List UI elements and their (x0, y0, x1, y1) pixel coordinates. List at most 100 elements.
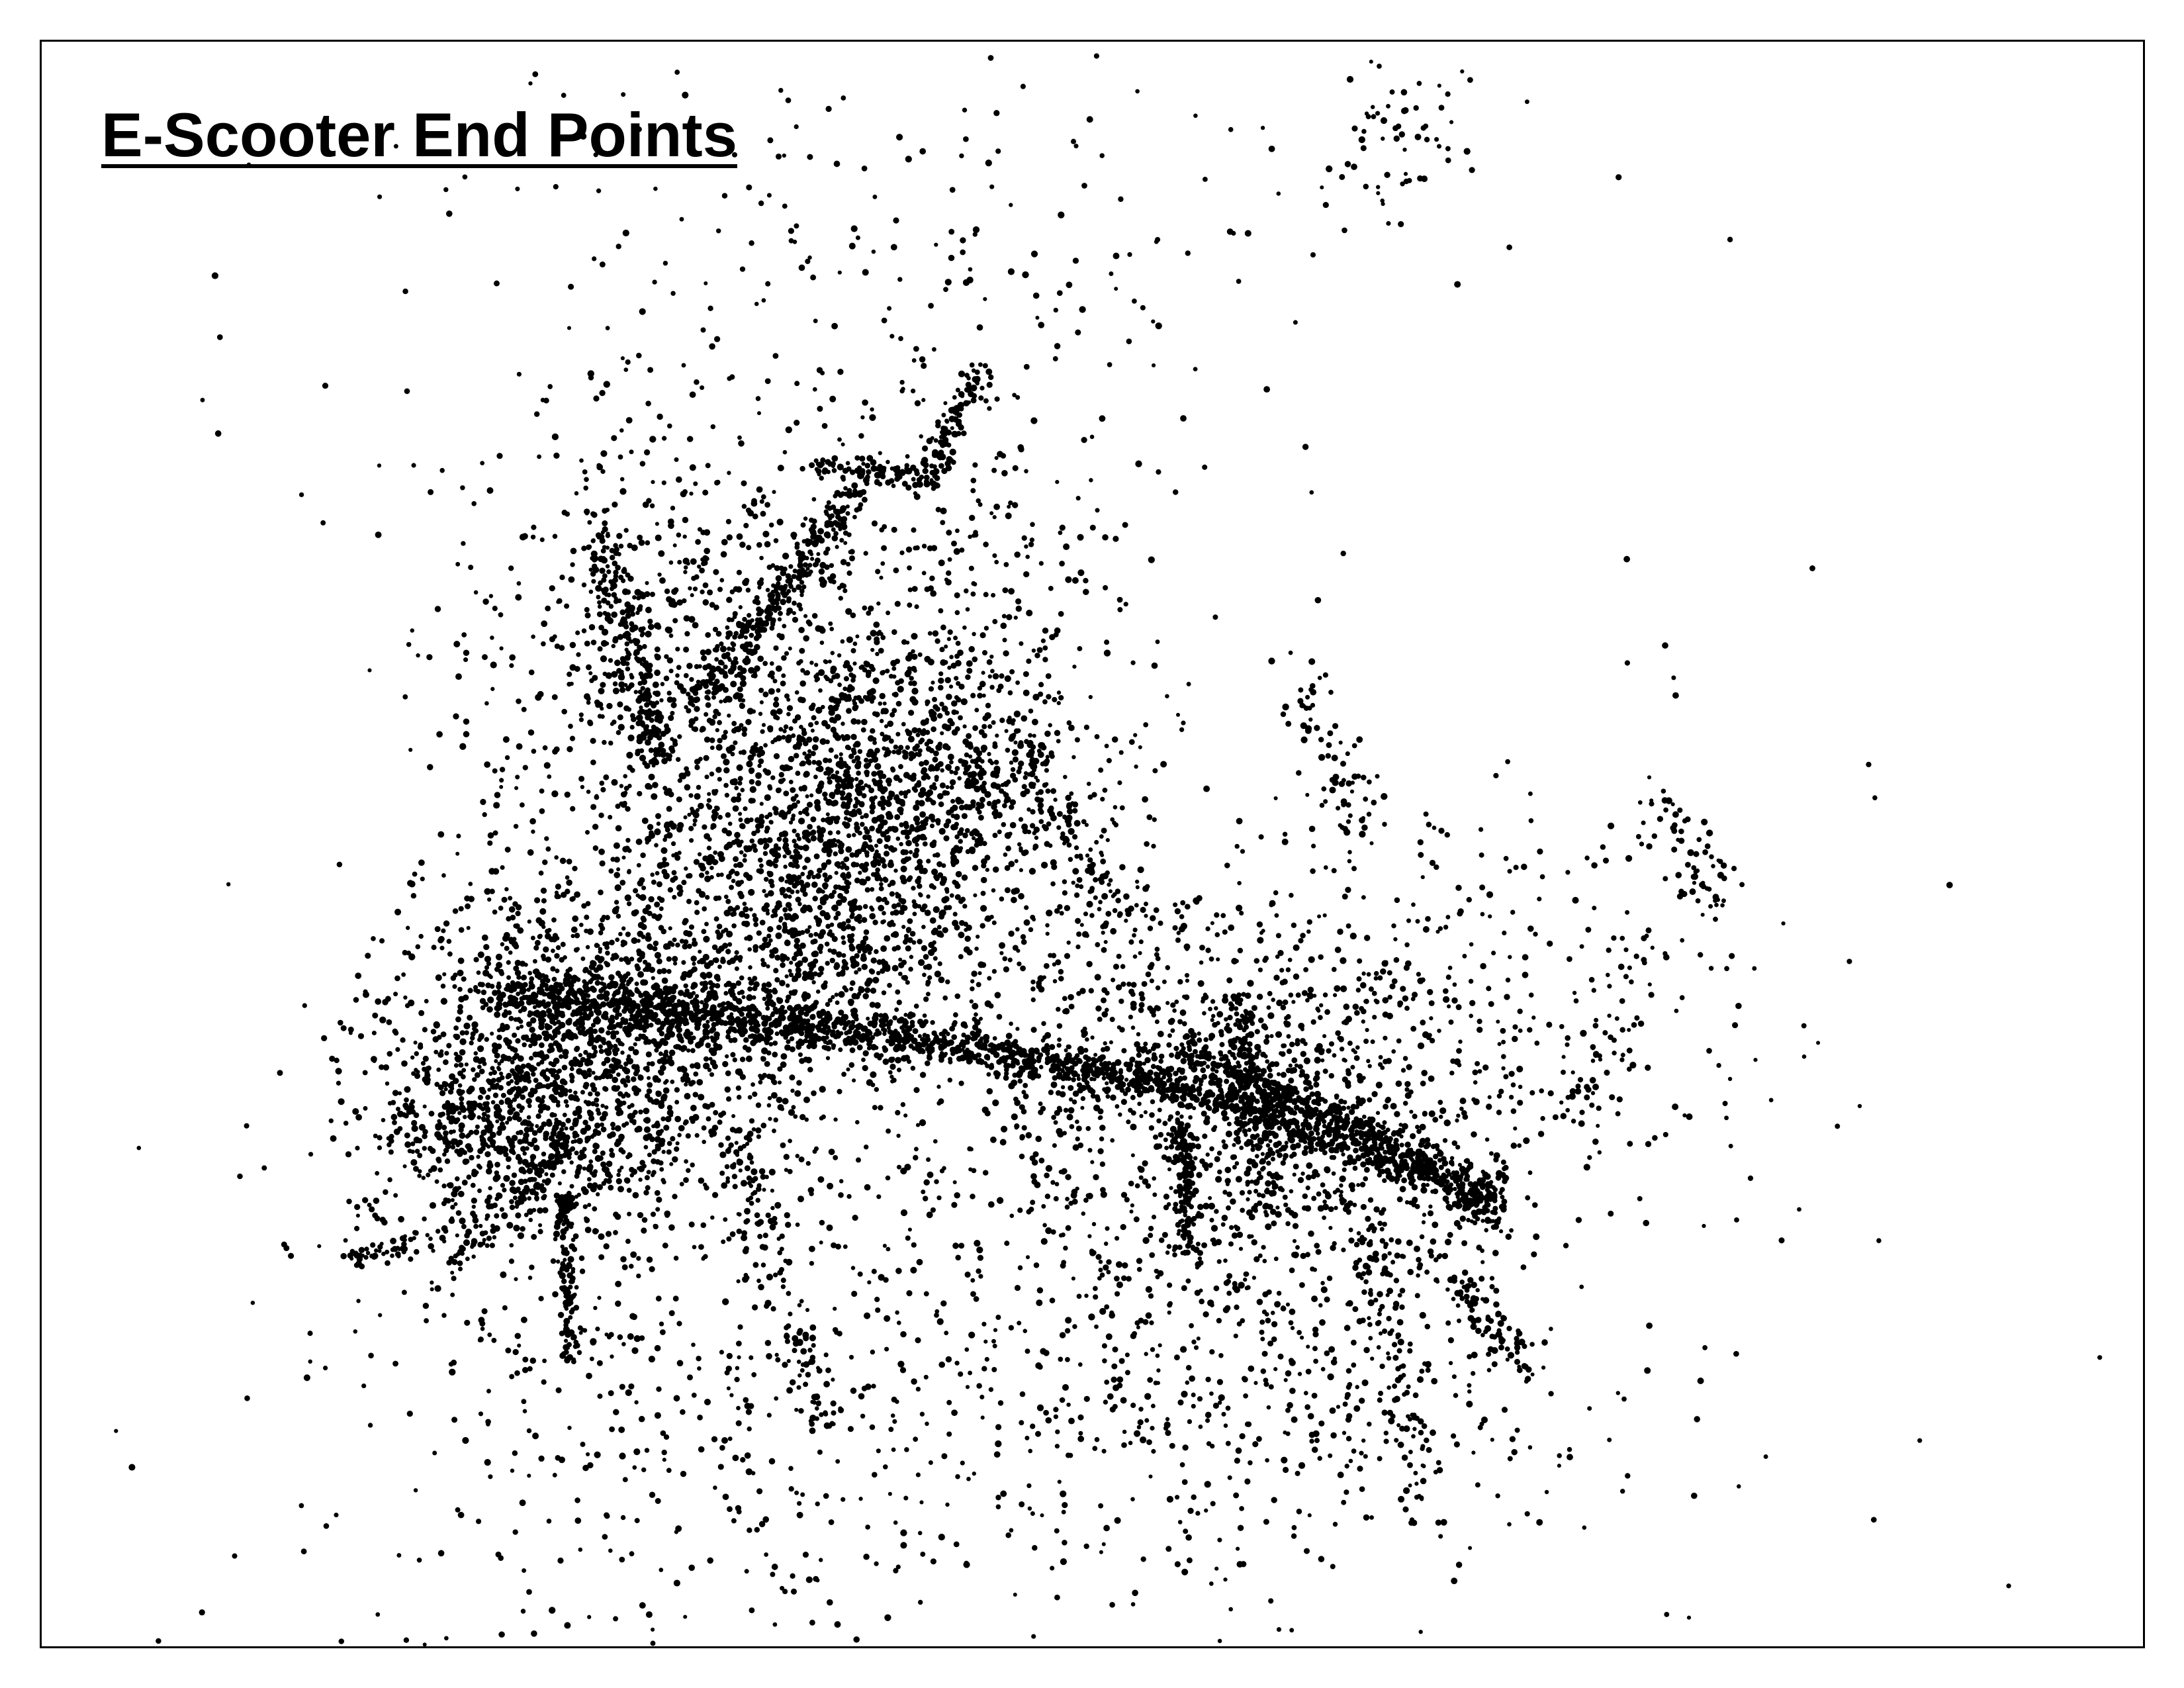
end-point (637, 921, 645, 929)
end-point (743, 906, 749, 913)
end-point (1073, 892, 1080, 898)
end-point (827, 874, 833, 880)
end-point (828, 678, 834, 684)
end-point (768, 688, 775, 695)
end-point (850, 925, 856, 931)
end-point (625, 416, 633, 424)
end-point (446, 1043, 452, 1049)
end-point (1269, 1034, 1274, 1039)
end-point (807, 761, 812, 766)
end-point (796, 800, 801, 804)
end-point (1068, 994, 1074, 1001)
end-point (982, 715, 989, 722)
end-point (637, 957, 643, 963)
end-point (567, 745, 573, 753)
end-point (795, 896, 801, 903)
end-point (570, 933, 575, 939)
end-point (596, 943, 600, 948)
end-point (1177, 1019, 1183, 1025)
end-point (681, 363, 686, 368)
end-point (966, 667, 973, 674)
end-point (672, 956, 678, 962)
end-point (701, 655, 707, 661)
end-point (612, 501, 618, 508)
end-point (843, 816, 848, 821)
end-point (799, 588, 805, 594)
end-point (1063, 774, 1068, 779)
end-point (666, 423, 672, 429)
end-point (690, 955, 697, 962)
end-point (944, 710, 950, 716)
end-point (477, 1064, 482, 1070)
end-point (972, 865, 979, 871)
end-point (646, 1170, 651, 1175)
end-point (484, 955, 492, 962)
end-point (700, 865, 706, 872)
end-point (631, 716, 637, 722)
end-point (705, 1042, 711, 1049)
end-point (731, 923, 737, 929)
end-point (794, 863, 800, 869)
end-point (684, 1093, 691, 1100)
end-point (864, 829, 870, 835)
end-point (936, 792, 944, 800)
end-point (963, 946, 970, 953)
end-point (1228, 924, 1235, 931)
end-point (346, 1198, 352, 1205)
end-point (1003, 792, 1009, 798)
end-point (796, 735, 803, 743)
end-point (938, 608, 944, 614)
end-point (897, 971, 903, 976)
end-point (551, 976, 557, 982)
end-point (655, 813, 662, 820)
end-point (876, 970, 881, 976)
end-point (782, 449, 788, 455)
end-point (951, 804, 958, 812)
end-point (464, 1062, 469, 1067)
end-point (637, 1074, 644, 1081)
end-point (1004, 675, 1011, 682)
end-point (676, 532, 682, 538)
end-point (587, 370, 594, 377)
end-point (1026, 610, 1033, 617)
end-point (788, 894, 792, 899)
end-point (1011, 888, 1018, 895)
end-point (585, 945, 590, 950)
end-point (588, 671, 593, 676)
end-point (539, 908, 547, 915)
end-point (458, 927, 465, 933)
end-point (748, 888, 755, 896)
end-point (852, 661, 857, 666)
end-point (542, 1074, 548, 1080)
end-point (764, 794, 771, 801)
end-point (518, 1019, 523, 1024)
end-point (684, 866, 688, 871)
end-point (864, 757, 869, 763)
end-point (541, 1017, 547, 1023)
end-point (825, 739, 830, 745)
end-point (558, 1084, 565, 1092)
end-point (930, 800, 936, 806)
end-point (668, 1060, 675, 1066)
end-point (841, 802, 847, 809)
end-point (891, 708, 897, 714)
end-point (641, 1227, 647, 1234)
end-point (549, 585, 555, 592)
end-point (1056, 739, 1061, 743)
end-point (795, 971, 802, 978)
end-point (506, 915, 512, 922)
end-point (836, 951, 842, 958)
end-point (471, 501, 477, 506)
end-point (1449, 1070, 1455, 1076)
end-point (783, 724, 789, 729)
end-point (814, 663, 819, 667)
end-point (825, 859, 832, 865)
end-point (1247, 1127, 1252, 1133)
end-point (670, 1136, 676, 1142)
end-point (733, 955, 739, 961)
end-point (717, 586, 723, 592)
end-point (1038, 1157, 1045, 1164)
end-point (774, 977, 780, 983)
end-point (1071, 755, 1076, 759)
end-point (715, 479, 721, 485)
